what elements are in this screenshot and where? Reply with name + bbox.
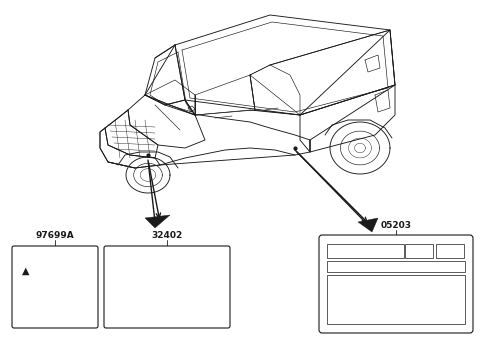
Text: ▲: ▲ [22, 266, 29, 276]
Bar [327, 244, 404, 258]
FancyBboxPatch shape [12, 246, 98, 328]
Text: 05203: 05203 [381, 221, 411, 230]
FancyBboxPatch shape [104, 246, 230, 328]
FancyBboxPatch shape [319, 235, 473, 333]
Text: 32402: 32402 [151, 231, 182, 240]
Bar [327, 275, 465, 324]
Polygon shape [358, 218, 378, 232]
FancyBboxPatch shape [131, 256, 203, 264]
Bar [436, 244, 464, 258]
Bar [405, 244, 433, 258]
Bar [327, 261, 465, 272]
Polygon shape [145, 215, 170, 228]
Text: 97699A: 97699A [36, 231, 74, 240]
